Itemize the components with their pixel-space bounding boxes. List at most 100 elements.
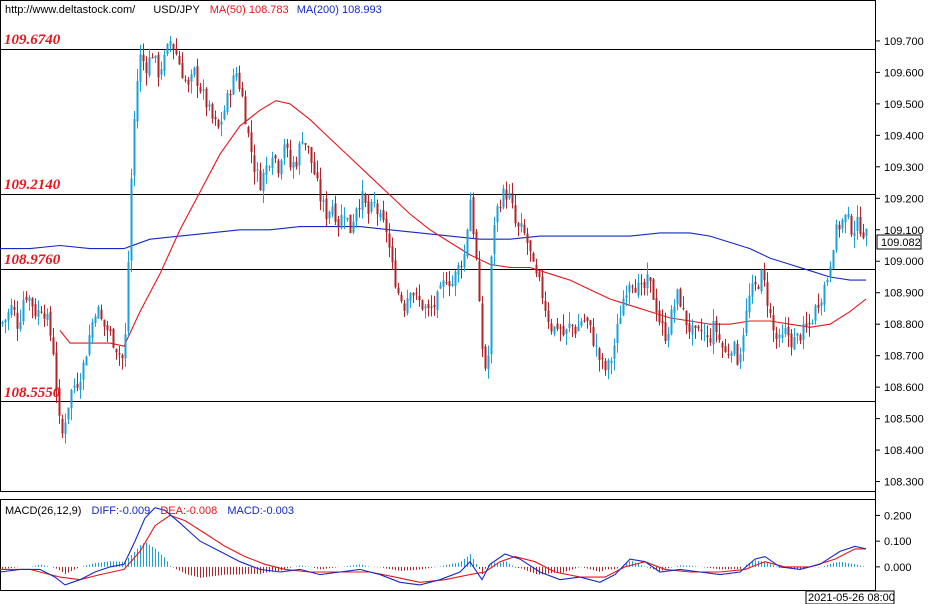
candle-body — [649, 277, 652, 281]
candle-body — [517, 223, 520, 227]
candle-body — [10, 304, 13, 315]
candle-body — [130, 178, 133, 261]
candle-body — [142, 54, 145, 62]
candle-body — [790, 333, 793, 348]
candle-body — [70, 389, 73, 408]
macd-tick-label: 0.200 — [884, 510, 912, 522]
candle-body — [856, 216, 859, 231]
candle-body — [25, 296, 28, 300]
candle-body — [268, 166, 271, 168]
price-tick-label: 109.400 — [884, 130, 924, 142]
candle-body — [337, 219, 340, 228]
candle-body — [556, 323, 559, 329]
candle-body — [775, 332, 778, 340]
candle-body — [397, 287, 400, 294]
macd-tick-label: 0.100 — [884, 536, 912, 548]
candle-body — [496, 205, 499, 223]
candle-body — [178, 55, 181, 65]
candle-body — [259, 170, 262, 191]
candle-body — [238, 72, 241, 90]
candle-body — [616, 323, 619, 344]
candle-body — [151, 57, 154, 59]
candle-body — [325, 198, 328, 220]
candle-body — [577, 326, 580, 332]
candle-body — [793, 337, 796, 350]
candle-body — [133, 118, 136, 176]
candle-body — [652, 279, 655, 300]
ma50-value: 108.783 — [248, 4, 289, 16]
macd-dea-value: DEA:-0.008 — [160, 505, 218, 517]
ma200-line — [0, 226, 866, 281]
price-tick-label: 109.700 — [884, 36, 924, 48]
candle-body — [502, 188, 505, 208]
candle-body — [859, 216, 862, 235]
candle-body — [640, 283, 643, 285]
price-tick-label: 108.500 — [884, 414, 924, 426]
candle-body — [271, 158, 274, 169]
candle-body — [508, 192, 511, 199]
last-price-box — [876, 234, 922, 250]
candle-body — [610, 360, 613, 364]
source-url[interactable]: http://www.deltastock.com/ — [5, 4, 136, 16]
candle-body — [694, 325, 697, 329]
level-label-1: 109.6740 — [4, 32, 61, 48]
candle-body — [772, 315, 775, 331]
candle-body — [166, 44, 169, 55]
price-tick-label: 109.500 — [884, 99, 924, 111]
candle-body — [547, 310, 550, 322]
candle-body — [475, 231, 478, 259]
candle-body — [343, 216, 346, 219]
candle-body — [124, 334, 127, 359]
candle-body — [49, 311, 52, 336]
candle-body — [850, 215, 853, 235]
candle-body — [160, 69, 163, 75]
candle-body — [670, 309, 673, 335]
macd-diff-line — [0, 507, 867, 586]
candle-body — [358, 208, 361, 210]
candle-body — [691, 325, 694, 335]
candle-body — [718, 334, 721, 340]
candle-body — [847, 213, 850, 217]
candle-body — [415, 292, 418, 294]
price-tick-label: 108.400 — [884, 445, 924, 457]
candle-body — [829, 266, 832, 278]
candle-body — [580, 321, 583, 326]
candle-body — [742, 335, 745, 352]
candle-body — [193, 67, 196, 75]
candle-body — [223, 110, 226, 120]
timestamp-box — [805, 590, 895, 604]
candle-body — [763, 268, 766, 281]
candle-body — [400, 294, 403, 302]
price-tick-label: 109.300 — [884, 162, 924, 174]
candle-body — [82, 362, 85, 380]
level-label-4: 108.5550 — [4, 385, 61, 401]
candle-body — [406, 298, 409, 314]
candle-body — [520, 223, 523, 228]
candle-body — [682, 308, 685, 310]
candle-body — [244, 96, 247, 125]
candle-body — [583, 320, 586, 322]
candle-body — [94, 316, 97, 324]
candle-body — [628, 284, 631, 293]
candle-body — [385, 218, 388, 233]
candle-body — [544, 300, 547, 311]
candle-body — [601, 357, 604, 360]
price-tick-label: 109.600 — [884, 67, 924, 79]
candle-body — [40, 311, 43, 313]
candle-body — [835, 224, 838, 250]
candle-body — [256, 169, 259, 171]
candle-body — [844, 214, 847, 223]
candle-body — [37, 309, 40, 317]
candle-body — [4, 319, 7, 323]
candle-body — [298, 143, 301, 166]
candle-body — [418, 295, 421, 301]
candle-body — [13, 307, 16, 310]
candle-body — [607, 360, 610, 370]
timestamp-label: 2021-05-26 08:00 — [808, 592, 895, 604]
candle-body — [550, 323, 553, 332]
candle-body — [712, 320, 715, 345]
price-tick-label: 108.900 — [884, 288, 924, 300]
candle-body — [541, 276, 544, 299]
macd-histogram — [2, 542, 864, 578]
candle-body — [346, 217, 349, 220]
